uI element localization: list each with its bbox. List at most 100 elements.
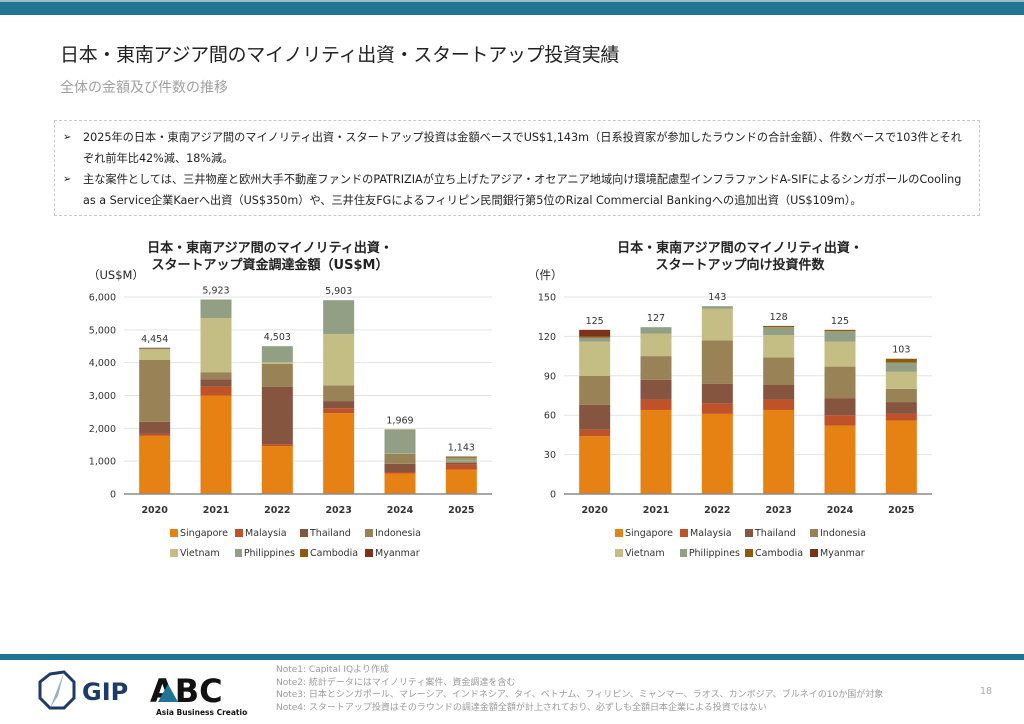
count-chart-title-line1: 日本・東南アジア間のマイノリティ出資・ [617, 241, 863, 256]
legend-item: Vietnam [170, 548, 230, 559]
legend-label: Indonesia [820, 527, 866, 539]
y-tick-label: 60 [544, 411, 556, 422]
count-chart-unit: （件） [528, 268, 563, 282]
bar-segment-thailand [200, 379, 232, 387]
bar-segment-malaysia [579, 429, 611, 437]
legend-item: Indonesia [810, 528, 870, 539]
legend-label: Singapore [180, 527, 228, 539]
footnote: Note1: Capital IQより作成 [276, 665, 389, 675]
y-tick-label: 0 [110, 490, 116, 501]
bar-segment-philippines [261, 346, 293, 363]
bar-segment-thailand [323, 401, 355, 409]
bar-segment-malaysia [445, 464, 477, 470]
count-chart-legend: Singapore Malaysia Thailand Indonesia Vietna… [615, 523, 875, 563]
bar-segment-vietnam [261, 362, 293, 364]
bar-segment-philippines [200, 299, 232, 319]
amount-chart: 0 1,000 2,000 3,000 4,000 5,000 6,000 4,454 2020… [89, 286, 492, 516]
legend-swatch-icon [170, 529, 178, 537]
bar-segment-indonesia [640, 356, 672, 380]
bar-segment-singapore [885, 420, 917, 494]
total-data-label: 125 [586, 316, 604, 327]
bar-segment-cambodia [885, 358, 917, 363]
bar-segment-malaysia [139, 433, 171, 436]
bar-segment-vietnam [701, 308, 733, 341]
bar-segment-malaysia [885, 413, 917, 421]
legend-label: Vietnam [625, 547, 665, 559]
bar-segment-indonesia [200, 372, 232, 380]
page-subtitle: 全体の金額及び件数の推移 [60, 80, 228, 96]
amount-chart-unit: （US$M） [88, 268, 144, 282]
legend-item: Philippines [235, 548, 295, 559]
bar-segment-philippines [579, 337, 611, 342]
legend-swatch-icon [365, 549, 373, 557]
legend-label: Cambodia [755, 547, 804, 559]
summary-box: ➢ 2025年の日本・東南アジア間のマイノリティ出資・スタートアップ投資は金額ベ… [54, 120, 980, 216]
bar-segment-philippines [763, 327, 795, 336]
footnote: Note3: 日本とシンガポール、マレーシア、インドネシア、タイ、ベトナム、フィ… [276, 690, 884, 700]
legend-swatch-icon [235, 529, 243, 537]
legend-item: Thailand [300, 528, 360, 539]
bar-segment-indonesia [701, 340, 733, 384]
y-tick-label: 30 [544, 450, 556, 461]
y-tick-label: 150 [538, 293, 556, 304]
x-tick-label: 2021 [203, 505, 229, 516]
summary-bullet-text: 2025年の日本・東南アジア間のマイノリティ出資・スタートアップ投資は金額ベース… [83, 131, 962, 165]
legend-swatch-icon [810, 529, 818, 537]
bar-segment-philippines [384, 429, 416, 454]
bar-segment-indonesia [261, 363, 293, 387]
legend-swatch-icon [680, 549, 687, 557]
x-tick-label: 2025 [888, 505, 914, 516]
bar-segment-indonesia [824, 366, 856, 399]
x-tick-label: 2023 [325, 505, 351, 516]
bar-segment-vietnam [579, 341, 611, 376]
legend-swatch-icon [300, 529, 308, 537]
bar-segment-cambodia [824, 329, 856, 332]
logo-graphic: GIP ABC Asia Business Creation [38, 670, 253, 717]
total-data-label: 1,143 [448, 442, 475, 453]
legend-swatch-icon [235, 549, 242, 557]
bar-segment-singapore [640, 409, 672, 494]
legend-label: Thailand [310, 527, 351, 539]
y-tick-label: 3,000 [89, 391, 116, 402]
legend-item: Vietnam [615, 548, 675, 559]
legend-row: Vietnam Philippines Cambodia Myanmar [615, 543, 875, 563]
bar-segment-philippines [139, 348, 171, 350]
bar-segment-malaysia [824, 415, 856, 426]
abc-triangle-icon [158, 684, 178, 702]
arrow-bullet-icon: ➢ [63, 132, 72, 143]
legend-item: Cambodia [300, 548, 360, 559]
bar-segment-thailand [885, 402, 917, 414]
bar-segment-thailand [640, 379, 672, 400]
count-chart-title: 日本・東南アジア間のマイノリティ出資・ スタートアップ向け投資件数 [580, 240, 900, 274]
bar-segment-indonesia [139, 359, 171, 422]
y-tick-label: 120 [538, 332, 556, 343]
total-data-label: 1,969 [386, 415, 413, 426]
bar-segment-singapore [261, 446, 293, 494]
bar-segment-thailand [384, 463, 416, 473]
legend-item: Philippines [680, 548, 740, 559]
bar-segment-malaysia [200, 386, 232, 396]
y-tick-label: 2,000 [89, 424, 116, 435]
total-data-label: 5,923 [202, 286, 229, 297]
legend-swatch-icon [170, 549, 178, 557]
bar-segment-thailand [445, 462, 477, 465]
bar-segment-indonesia [384, 453, 416, 464]
bar-segment-vietnam [323, 334, 355, 386]
bar-segment-philippines [323, 300, 355, 335]
legend-swatch-icon [615, 529, 623, 537]
legend-label: Singapore [625, 527, 673, 539]
logo-abc-text: ABC [150, 672, 223, 710]
bar-segment-indonesia [885, 388, 917, 403]
y-tick-label: 6,000 [89, 293, 116, 304]
legend-label: Philippines [688, 547, 740, 559]
footnotes: Note1: Capital IQより作成 Note2: 統計データにはマイノリ… [276, 664, 883, 714]
bar-segment-vietnam [885, 371, 917, 389]
legend-label: Myanmar [375, 547, 420, 559]
bar-segment-philippines [640, 327, 672, 334]
bar-segment-thailand [261, 386, 293, 445]
bar-segment-philippines [824, 331, 856, 342]
bar-segment-singapore [763, 409, 795, 494]
y-tick-label: 1,000 [89, 457, 116, 468]
legend-swatch-icon [615, 549, 623, 557]
bar-segment-myanmar [579, 329, 611, 337]
